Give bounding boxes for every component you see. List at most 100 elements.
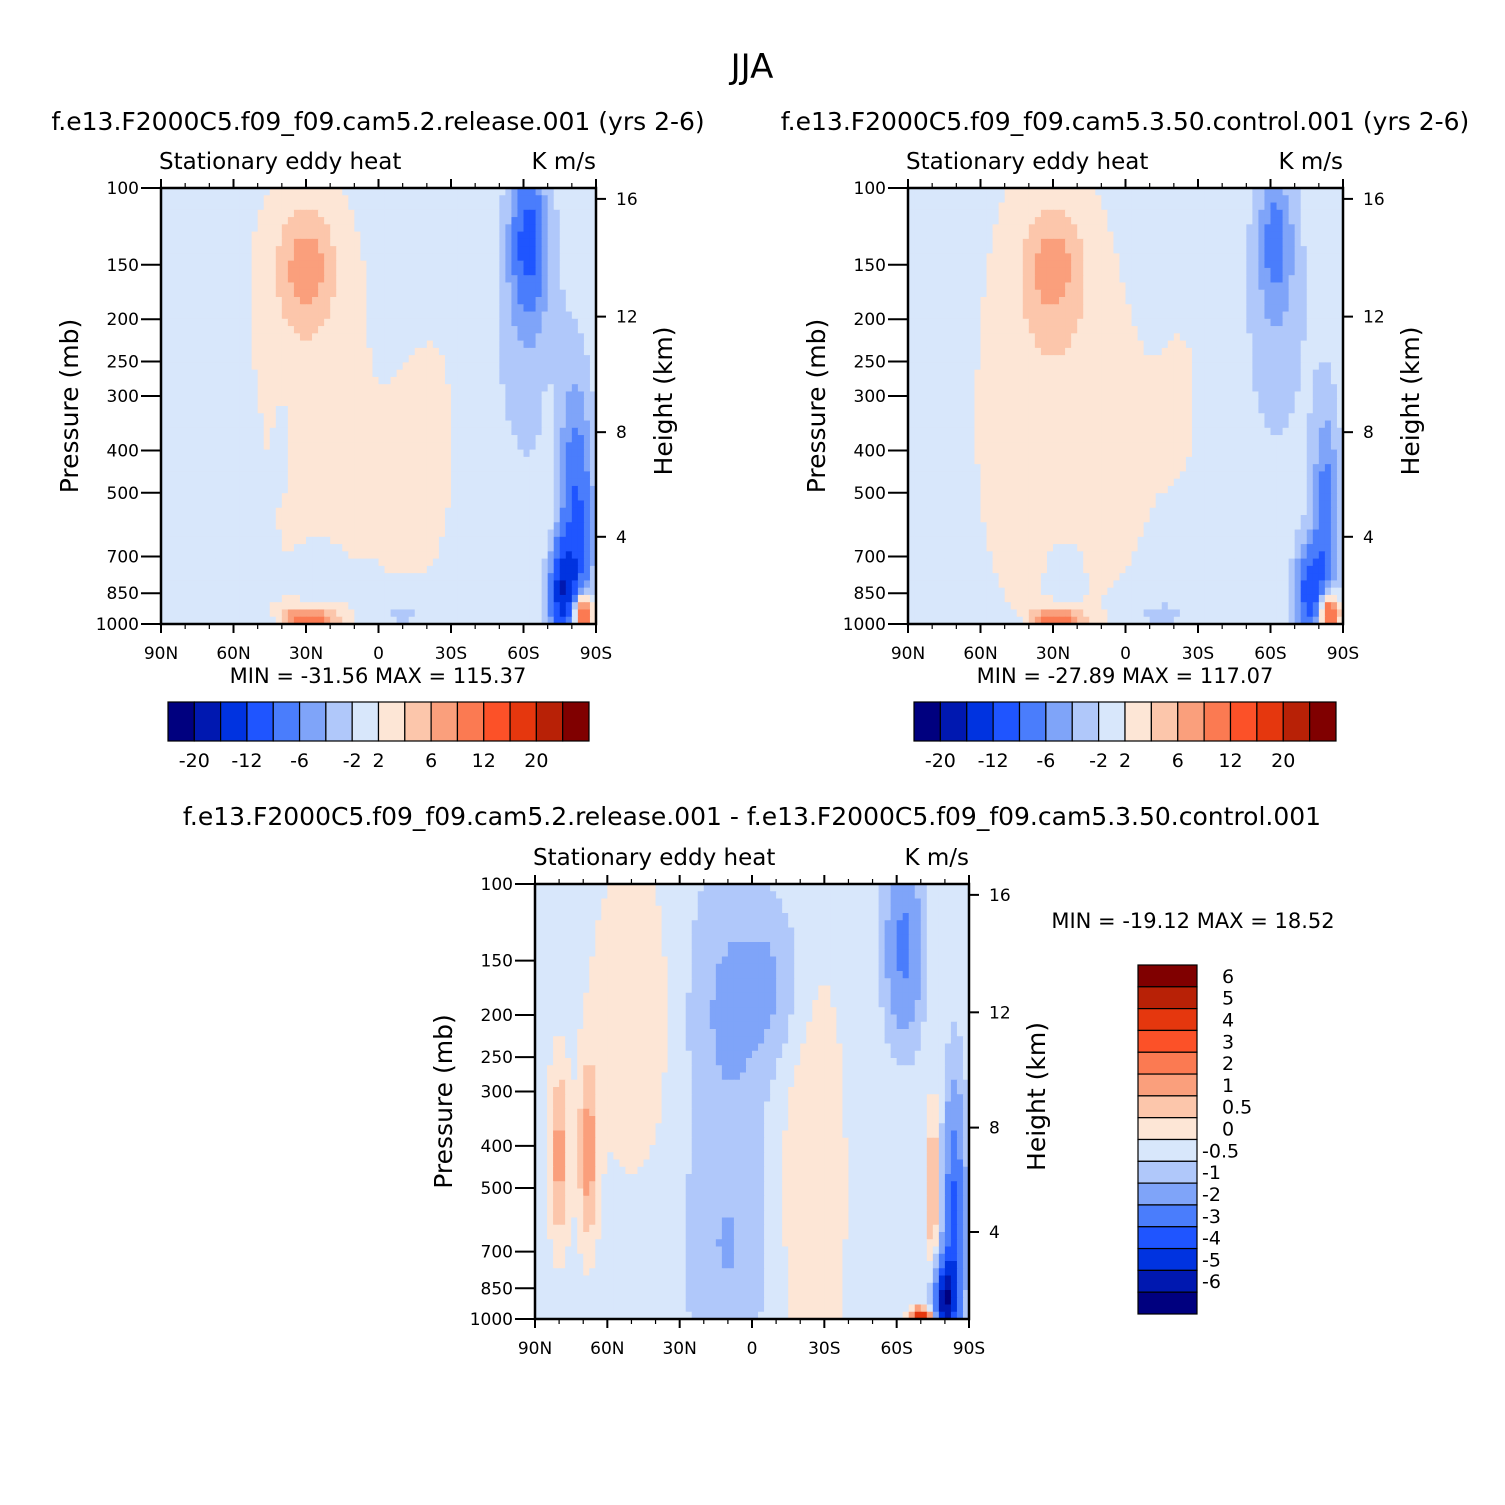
contour-cell	[191, 427, 198, 436]
contour-cell	[451, 398, 458, 407]
contour-cell	[324, 565, 331, 574]
contour-cell	[360, 297, 368, 305]
contour-cell	[161, 326, 168, 334]
contour-cell	[360, 406, 368, 414]
contour-cell	[583, 246, 591, 254]
contour-cell	[577, 384, 585, 393]
contour-cell	[221, 594, 229, 603]
contour-cell	[281, 333, 289, 342]
contour-cell	[306, 376, 313, 385]
contour-cell	[481, 551, 488, 560]
contour-cell	[547, 209, 555, 218]
contour-cell	[306, 587, 313, 596]
contour-cell	[269, 311, 277, 320]
contour-cell	[559, 326, 567, 334]
contour-cell	[263, 587, 271, 596]
contour-cell	[1107, 217, 1115, 225]
contour-cell	[390, 253, 398, 262]
contour-cell	[451, 231, 458, 240]
contour-cell	[432, 304, 440, 313]
contour-cell	[426, 558, 434, 567]
contour-cell	[324, 289, 331, 298]
contour-cell	[366, 507, 374, 516]
colorbar-swatch	[535, 701, 564, 742]
contour-cell	[1216, 202, 1223, 211]
contour-cell	[185, 551, 192, 560]
contour-cell	[360, 602, 368, 611]
contour-cell	[523, 384, 531, 393]
contour-cell	[336, 217, 343, 225]
contour-cell	[529, 515, 537, 523]
contour-cell	[312, 275, 319, 284]
contour-cell	[330, 449, 337, 458]
contour-cell	[571, 442, 579, 451]
contour-cell	[444, 573, 452, 581]
contour-cell	[251, 217, 259, 225]
contour-cell	[451, 369, 458, 378]
contour-cell	[263, 420, 271, 429]
contour-cell	[185, 602, 192, 611]
contour-cell	[475, 609, 482, 618]
contour-cell	[577, 413, 585, 422]
contour-cell	[487, 544, 494, 552]
contour-cell	[457, 536, 464, 545]
contour-cell	[463, 282, 470, 291]
contour-cell	[481, 406, 488, 414]
contour-cell	[414, 442, 422, 451]
contour-cell	[1246, 195, 1253, 204]
contour-cell	[348, 347, 355, 356]
contour-cell	[505, 238, 513, 247]
contour-cell	[481, 391, 488, 400]
contour-cell	[269, 427, 277, 436]
contour-cell	[287, 282, 295, 291]
contour-cell	[432, 333, 440, 342]
contour-cell	[565, 580, 573, 589]
contour-cell	[221, 406, 229, 414]
contour-cell	[565, 326, 573, 334]
y-tick-label: 500	[107, 484, 139, 504]
contour-cell	[233, 391, 241, 400]
contour-cell	[1083, 224, 1090, 233]
contour-cell	[463, 515, 470, 523]
contour-cell	[559, 209, 567, 218]
contour-cell	[493, 202, 500, 211]
contour-cell	[457, 485, 464, 494]
contour-cell	[396, 558, 404, 567]
contour-cell	[221, 384, 229, 393]
contour-cell	[583, 456, 591, 465]
contour-cell	[499, 507, 506, 516]
contour-cell	[535, 333, 543, 342]
contour-cell	[348, 231, 355, 240]
contour-cell	[336, 507, 343, 516]
contour-cell	[1059, 209, 1066, 218]
contour-cell	[161, 369, 168, 378]
contour-cell	[505, 391, 513, 400]
contour-cell	[324, 493, 331, 502]
contour-cell	[475, 427, 482, 436]
contour-cell	[487, 398, 494, 407]
contour-cell	[306, 398, 313, 407]
contour-cell	[420, 267, 428, 276]
contour-cell	[269, 456, 277, 465]
contour-cell	[173, 580, 180, 589]
contour-cell	[481, 188, 488, 196]
contour-cell	[215, 609, 223, 618]
contour-cell	[1077, 231, 1084, 240]
contour-cell	[1246, 209, 1253, 218]
contour-cell	[475, 260, 482, 269]
contour-cell	[481, 384, 488, 393]
contour-cell	[318, 435, 325, 443]
contour-cell	[451, 318, 458, 327]
contour-cell	[348, 580, 355, 589]
contour-cell	[553, 369, 561, 378]
contour-cell	[354, 326, 361, 334]
contour-cell	[312, 340, 319, 349]
contour-cell	[191, 406, 198, 414]
contour-cell	[330, 427, 337, 436]
contour-cell	[227, 442, 235, 451]
contour-cell	[293, 449, 301, 458]
contour-cell	[565, 529, 573, 538]
contour-cell	[161, 289, 168, 298]
contour-cell	[926, 202, 933, 211]
contour-cell	[589, 464, 597, 472]
